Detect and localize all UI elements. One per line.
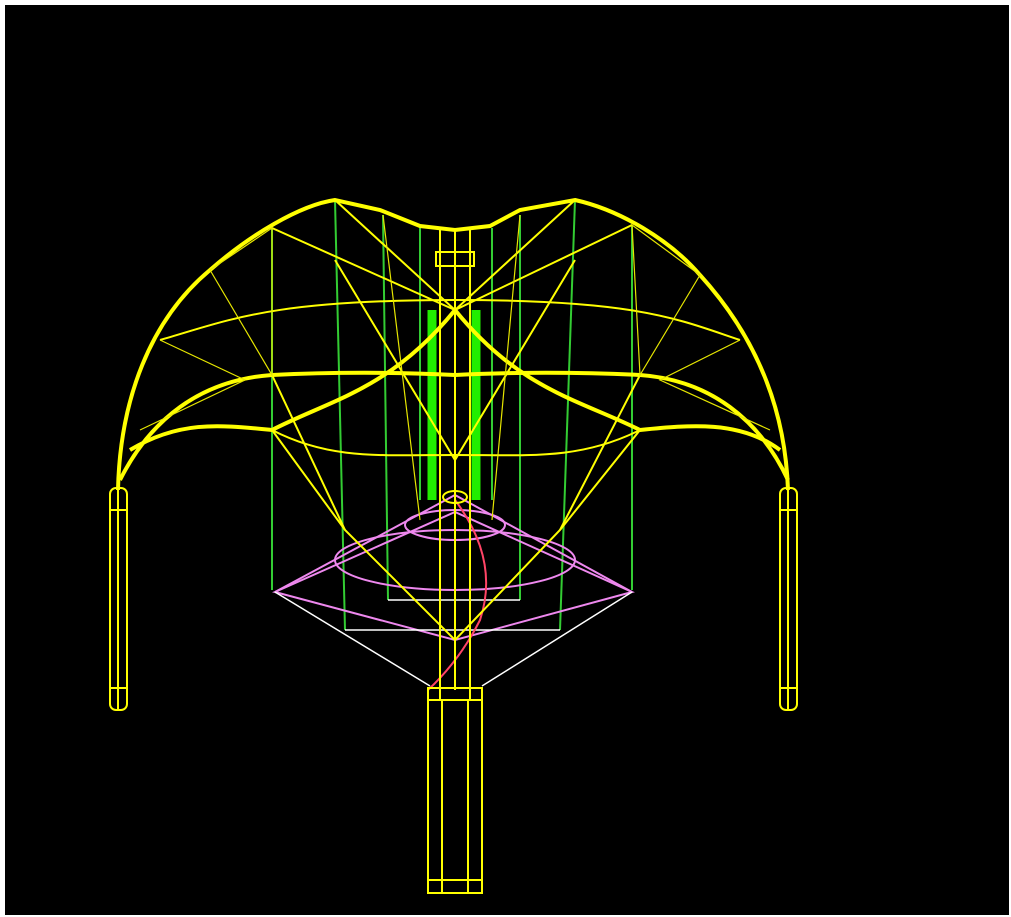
column [427,687,483,894]
legs [109,487,798,894]
wire [382,214,521,521]
wire [334,199,346,631]
wire [435,251,475,267]
wire [274,591,431,687]
wire [427,499,488,691]
wire [271,374,641,531]
wire [209,223,701,378]
wire [139,339,771,431]
wire [274,494,456,593]
wire [439,228,471,700]
wire [454,494,633,593]
canopy [116,197,790,700]
background [5,5,1009,915]
wire [481,591,633,687]
wire [559,199,576,631]
